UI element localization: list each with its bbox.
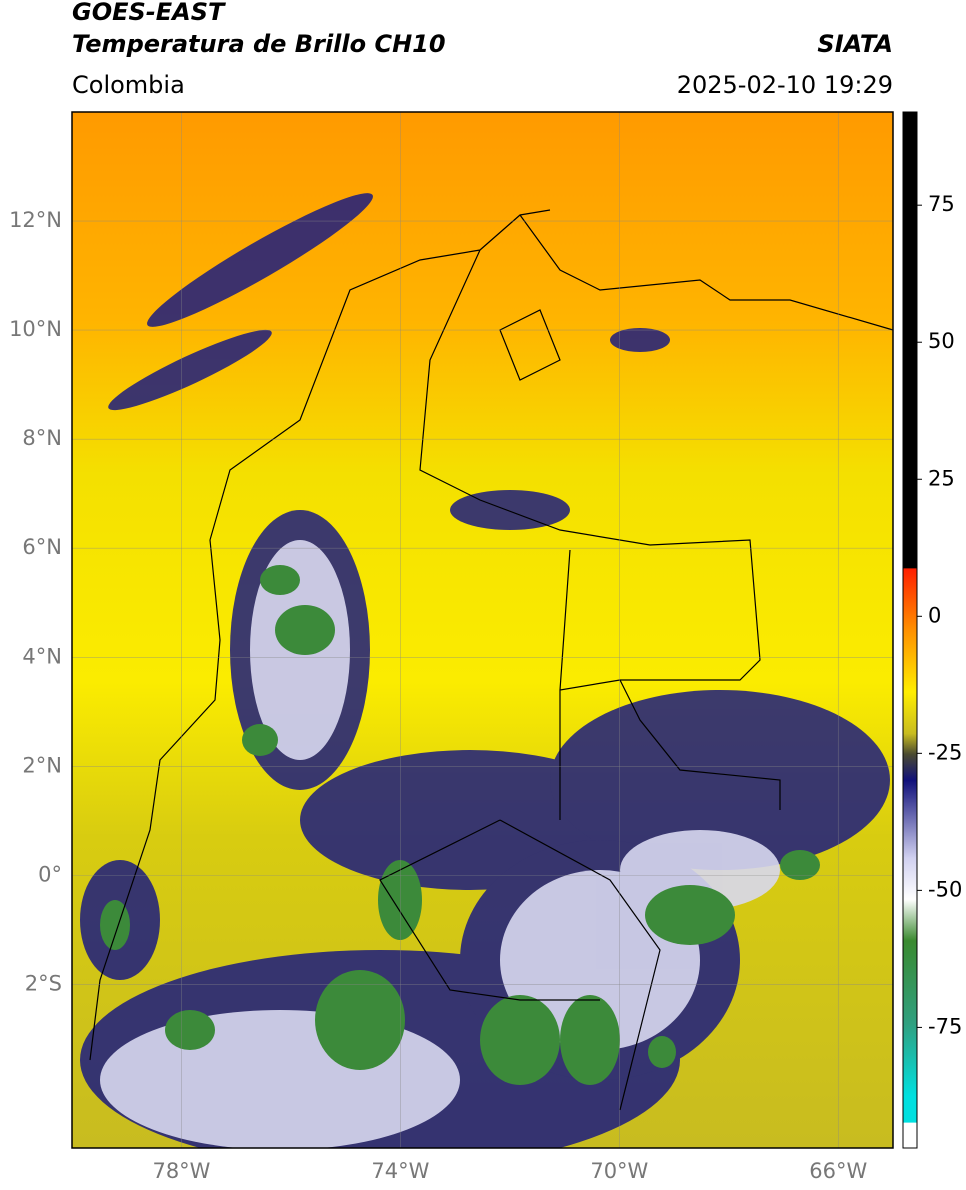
y-tick-label: 8°N xyxy=(22,426,62,450)
region: Colombia xyxy=(72,71,185,99)
subtitle: Temperatura de Brillo CH10 xyxy=(72,30,446,58)
x-tick-label: 70°W xyxy=(590,1159,648,1183)
colorbar-tick-label: -50 xyxy=(928,877,962,901)
colorbar-tick-label: 50 xyxy=(928,329,955,353)
x-tick-label: 66°W xyxy=(809,1159,867,1183)
colorbar xyxy=(902,111,918,1149)
y-tick-label: 2°N xyxy=(22,753,62,777)
colorbar-tick-label: -25 xyxy=(928,740,962,764)
x-tick-label: 78°W xyxy=(152,1159,210,1183)
colorbar-tick-label: 25 xyxy=(928,466,955,490)
timestamp: 2025-02-10 19:29 xyxy=(677,71,893,99)
colorbar-ticks: 75 50 25 0 -25 -50 -75 xyxy=(917,192,962,1038)
x-tick-label: 74°W xyxy=(371,1159,429,1183)
y-tick-label: 12°N xyxy=(9,208,62,232)
source: SIATA xyxy=(817,30,893,58)
colorbar-tick-label: 75 xyxy=(928,192,955,216)
map-frame xyxy=(71,111,894,1149)
y-tick-label: 2°S xyxy=(25,971,62,995)
y-tick-label: 0° xyxy=(38,862,62,886)
y-tick-label: 6°N xyxy=(22,535,62,559)
title: GOES-EAST xyxy=(72,0,226,26)
grid xyxy=(72,112,893,1148)
y-tick-label: 10°N xyxy=(9,317,62,341)
colorbar-tick-label: 0 xyxy=(928,603,941,627)
y-tick-label: 4°N xyxy=(22,644,62,668)
satellite-image xyxy=(72,112,893,1148)
colorbar-tick-label: -75 xyxy=(928,1014,962,1038)
